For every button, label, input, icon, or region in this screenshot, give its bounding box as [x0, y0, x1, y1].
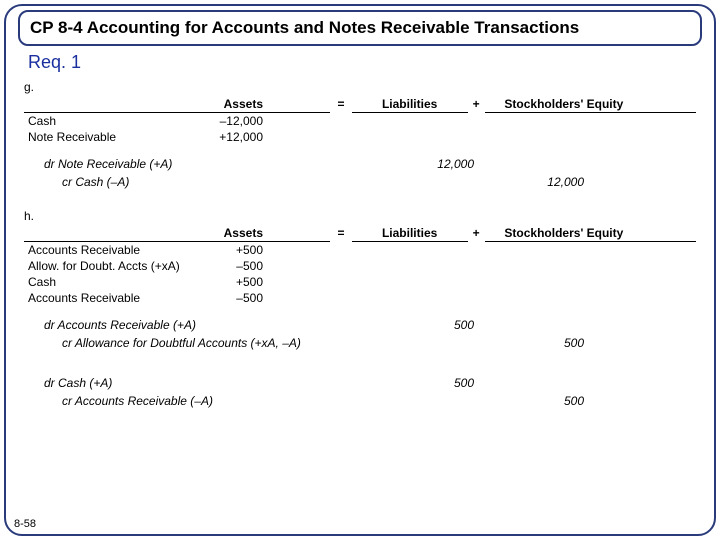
slide-title-box: CP 8-4 Accounting for Accounts and Notes… [18, 10, 702, 46]
journal-entries-g: dr Note Receivable (+A) 12,000 cr Cash (… [44, 155, 696, 191]
section-g-letter: g. [24, 80, 696, 94]
journal-row: dr Cash (+A) 500 [44, 374, 696, 392]
table-row: Accounts Receivable –500 [24, 290, 696, 306]
page-number: 8-58 [14, 518, 36, 530]
equation-table-h: Assets = Liabilities + Stockholders' Equ… [24, 225, 696, 306]
equation-table-g: Assets = Liabilities + Stockholders' Equ… [24, 96, 696, 145]
content-area: g. Assets = Liabilities + Stockholders' … [24, 80, 696, 410]
plus-sign: + [468, 96, 485, 113]
equals-sign: = [330, 96, 351, 113]
table-row: Allow. for Doubt. Accts (+xA) –500 [24, 258, 696, 274]
journal-row: dr Accounts Receivable (+A) 500 [44, 316, 696, 334]
requirement-label: Req. 1 [28, 52, 81, 73]
equity-header: Stockholders' Equity [485, 225, 643, 242]
assets-header: Assets [204, 96, 267, 113]
equals-sign: = [330, 225, 351, 242]
equity-header: Stockholders' Equity [485, 96, 643, 113]
journal-entries-h1: dr Accounts Receivable (+A) 500 cr Allow… [44, 316, 696, 352]
section-h-letter: h. [24, 209, 696, 223]
table-row: Cash –12,000 [24, 113, 696, 130]
plus-sign: + [468, 225, 485, 242]
liabilities-header: Liabilities [352, 96, 468, 113]
slide-title: CP 8-4 Accounting for Accounts and Notes… [30, 18, 579, 37]
table-row: Cash +500 [24, 274, 696, 290]
journal-entries-h2: dr Cash (+A) 500 cr Accounts Receivable … [44, 374, 696, 410]
table-row: Note Receivable +12,000 [24, 129, 696, 145]
journal-row: cr Allowance for Doubtful Accounts (+xA,… [44, 334, 696, 352]
table-row: Accounts Receivable +500 [24, 242, 696, 259]
journal-row: cr Cash (–A) 12,000 [44, 173, 696, 191]
journal-row: dr Note Receivable (+A) 12,000 [44, 155, 696, 173]
journal-row: cr Accounts Receivable (–A) 500 [44, 392, 696, 410]
assets-header: Assets [204, 225, 267, 242]
liabilities-header: Liabilities [352, 225, 468, 242]
